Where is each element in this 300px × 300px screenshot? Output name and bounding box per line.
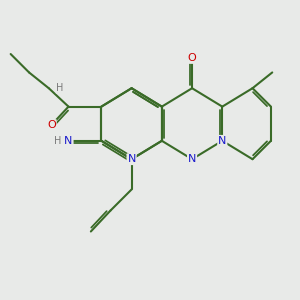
- Text: H: H: [56, 83, 64, 93]
- Text: N: N: [218, 136, 226, 146]
- Text: H: H: [54, 136, 61, 146]
- Text: N: N: [64, 136, 73, 146]
- Text: N: N: [188, 154, 196, 164]
- Text: N: N: [128, 154, 136, 164]
- Text: O: O: [188, 53, 197, 63]
- Text: O: O: [47, 120, 56, 130]
